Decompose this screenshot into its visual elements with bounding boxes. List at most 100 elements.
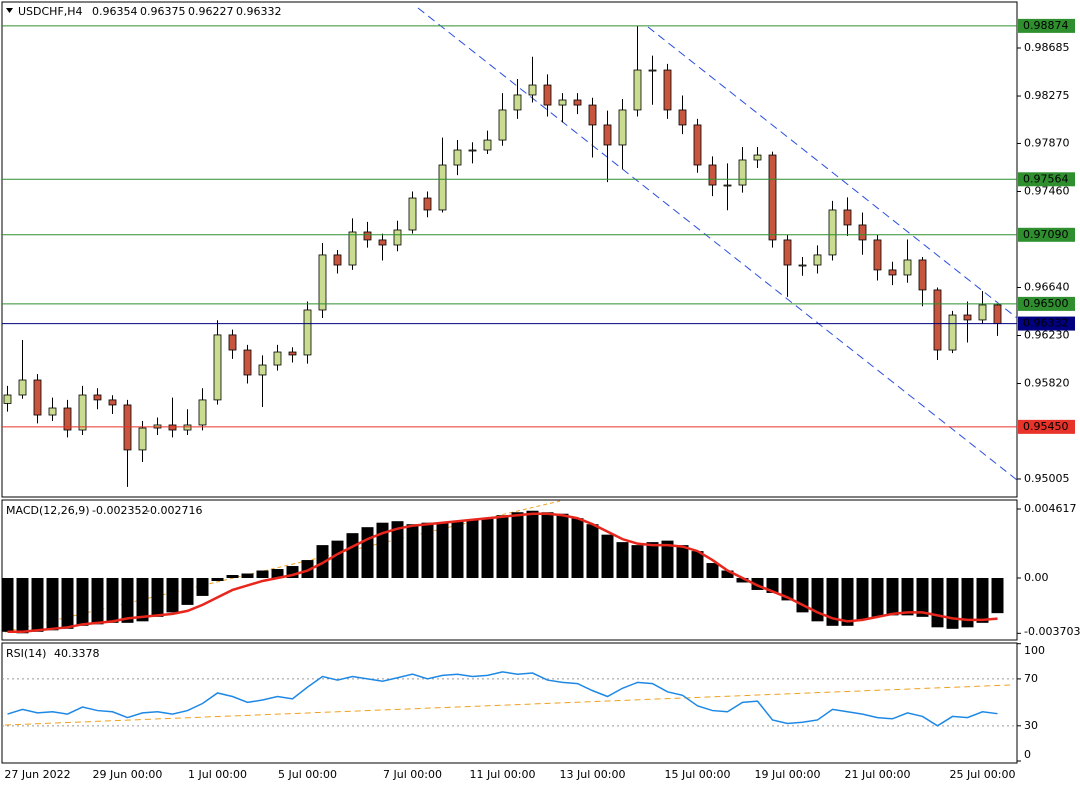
macd-title: MACD(12,26,9) bbox=[6, 504, 90, 517]
macd-bar bbox=[631, 545, 644, 578]
candle-body bbox=[198, 399, 207, 426]
x-tick-label: 5 Jul 00:00 bbox=[278, 768, 337, 781]
macd-bar bbox=[616, 542, 629, 578]
macd-bar bbox=[271, 569, 284, 578]
candle-body bbox=[528, 84, 537, 96]
macd-bar bbox=[181, 577, 194, 605]
macd-bar bbox=[136, 577, 149, 622]
macd-bar bbox=[961, 577, 974, 628]
y-tick-label: -0.003703 bbox=[1024, 625, 1080, 638]
macd-bar bbox=[991, 577, 1004, 614]
candle-body bbox=[303, 309, 312, 356]
x-tick-label: 21 Jul 00:00 bbox=[845, 768, 911, 781]
macd-bar bbox=[841, 577, 854, 626]
y-tick-label: 0.97460 bbox=[1024, 184, 1070, 197]
trend-line bbox=[417, 7, 1017, 481]
macd-bar bbox=[406, 524, 419, 578]
macd-bar bbox=[871, 577, 884, 617]
y-tick-label: 0.004617 bbox=[1024, 502, 1077, 515]
macd-bar bbox=[361, 527, 374, 578]
candle-body bbox=[498, 109, 507, 141]
header-value: -0.002716 bbox=[146, 504, 202, 517]
rsi-title: RSI(14) bbox=[6, 647, 46, 660]
macd-bar bbox=[661, 540, 674, 578]
candle-body bbox=[633, 69, 642, 111]
candle-body bbox=[948, 314, 957, 351]
macd-bar bbox=[106, 577, 119, 623]
menu-icon[interactable] bbox=[6, 8, 13, 13]
level-label: 0.96500 bbox=[1023, 297, 1069, 310]
candle-body bbox=[933, 289, 942, 351]
candle-body bbox=[828, 209, 837, 256]
candle-body bbox=[183, 424, 192, 431]
candle-body bbox=[708, 164, 717, 186]
y-tick-label: 0 bbox=[1024, 748, 1031, 761]
y-tick-label: 0.98685 bbox=[1024, 41, 1070, 54]
macd-bar bbox=[211, 577, 224, 581]
level-box bbox=[1018, 18, 1075, 33]
x-tick-label: 11 Jul 00:00 bbox=[470, 768, 536, 781]
macd-bar bbox=[826, 577, 839, 626]
candle-body bbox=[93, 394, 102, 401]
candle-body bbox=[18, 379, 27, 396]
macd-bar bbox=[1, 577, 14, 632]
macd-bar bbox=[781, 577, 794, 601]
macd-bar bbox=[316, 545, 329, 578]
macd-bar bbox=[736, 577, 749, 583]
header-value: 40.3378 bbox=[54, 647, 100, 660]
y-tick-label: 0.00 bbox=[1024, 571, 1049, 584]
macd-bar bbox=[436, 522, 449, 578]
candle-body bbox=[678, 109, 687, 126]
x-tick-label: 25 Jul 00:00 bbox=[950, 768, 1016, 781]
candle-body bbox=[348, 231, 357, 266]
candle-body bbox=[258, 364, 267, 376]
macd-bar bbox=[886, 577, 899, 616]
candle-body bbox=[123, 404, 132, 451]
candle-body bbox=[918, 259, 927, 291]
candle-body bbox=[363, 231, 372, 241]
macd-bar bbox=[481, 518, 494, 578]
macd-bar bbox=[421, 522, 434, 578]
candle-body bbox=[753, 154, 762, 161]
macd-bar bbox=[376, 522, 389, 578]
macd-bar bbox=[301, 560, 314, 578]
candle-body bbox=[588, 104, 597, 126]
y-tick-label: 0.96640 bbox=[1024, 280, 1070, 293]
candle-body bbox=[978, 304, 987, 321]
level-label: 0.98874 bbox=[1023, 19, 1069, 32]
y-tick-label: 30 bbox=[1024, 719, 1038, 732]
candle-body bbox=[618, 109, 627, 146]
macd-bar bbox=[46, 577, 59, 631]
header-value: 0.96375 bbox=[140, 5, 186, 18]
level-box bbox=[1018, 227, 1075, 242]
candle-body bbox=[843, 209, 852, 226]
level-box bbox=[1018, 296, 1075, 311]
y-tick-label: 0.96230 bbox=[1024, 329, 1070, 342]
candle-body bbox=[813, 254, 822, 266]
candle-body bbox=[573, 99, 582, 106]
macd-bar bbox=[466, 519, 479, 578]
level-label: 0.95450 bbox=[1023, 420, 1069, 433]
macd-bar bbox=[706, 563, 719, 578]
x-tick-label: 13 Jul 00:00 bbox=[560, 768, 626, 781]
macd-bar bbox=[916, 577, 929, 617]
x-tick-label: 1 Jul 00:00 bbox=[188, 768, 247, 781]
y-tick-label: 0.98275 bbox=[1024, 89, 1070, 102]
candle-body bbox=[273, 351, 282, 366]
channel bbox=[417, 7, 1017, 481]
level-box bbox=[1018, 419, 1075, 434]
macd-bar bbox=[61, 577, 74, 629]
macd-bar bbox=[496, 515, 509, 578]
macd-bar bbox=[721, 570, 734, 578]
candle-body bbox=[438, 164, 447, 211]
macd-panel bbox=[1, 499, 1018, 641]
candle-body bbox=[3, 394, 12, 404]
candle-body bbox=[903, 259, 912, 276]
macd-bar bbox=[451, 521, 464, 578]
header-value: 0.96354 bbox=[92, 5, 138, 18]
macd-bar bbox=[601, 534, 614, 578]
candle-body bbox=[393, 229, 402, 246]
candle-body bbox=[723, 184, 732, 187]
candle-body bbox=[663, 69, 672, 111]
